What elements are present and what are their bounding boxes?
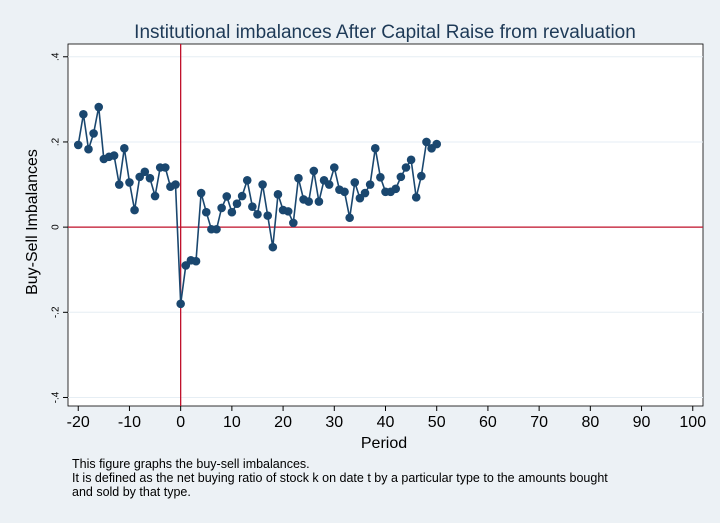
data-point	[273, 190, 283, 199]
data-point	[314, 197, 324, 206]
data-point	[73, 140, 83, 150]
y-axis-label: Buy-Sell Imbalances	[24, 149, 41, 295]
data-point	[171, 180, 180, 189]
data-point	[289, 218, 298, 228]
data-point	[370, 144, 380, 153]
x-tick-label: 70	[530, 414, 548, 431]
series	[73, 102, 442, 309]
plot-area	[67, 43, 704, 407]
chart-title: Institutional imbalances After Capital R…	[134, 22, 636, 43]
data-point	[401, 163, 411, 172]
x-tick-label: 90	[633, 414, 651, 431]
data-point	[196, 188, 206, 198]
y-tick-label: .2	[51, 137, 62, 146]
x-tick-label: 30	[325, 414, 343, 431]
data-point	[268, 242, 278, 252]
data-point	[212, 224, 221, 234]
y-tick-label: -.2	[51, 306, 62, 318]
caption-line: and sold by that type.	[72, 485, 191, 499]
data-point	[253, 210, 262, 219]
y-tick-label: -.4	[51, 391, 62, 403]
x-axis: -20 -10 0 10 20 30 40 50 60 70 80 90 100	[67, 406, 706, 431]
data-point	[263, 211, 273, 220]
data-point	[217, 203, 226, 213]
data-point	[145, 173, 155, 183]
data-point	[201, 207, 211, 217]
data-point	[222, 192, 232, 201]
data-point	[84, 144, 93, 154]
x-tick-label: 50	[428, 414, 446, 431]
data-point	[227, 207, 237, 217]
x-tick-label: 60	[479, 414, 497, 431]
data-point	[432, 139, 442, 149]
data-point	[120, 144, 129, 153]
data-point	[114, 180, 124, 189]
x-tick-label: -20	[67, 414, 90, 431]
data-point	[140, 167, 150, 177]
data-point	[304, 197, 313, 206]
data-point	[109, 151, 119, 160]
x-tick-label: 0	[176, 414, 185, 431]
x-axis-label: Period	[361, 435, 407, 452]
caption-line: This figure graphs the buy-sell imbalanc…	[72, 457, 310, 471]
data-point	[365, 180, 375, 189]
caption-line: It is defined as the net buying ratio of…	[72, 471, 608, 485]
data-point	[360, 188, 370, 198]
x-tick-label: 80	[581, 414, 599, 431]
data-point	[396, 172, 406, 182]
data-point	[237, 191, 247, 201]
data-point	[160, 163, 170, 172]
data-point	[89, 129, 98, 138]
y-tick-label: 0	[51, 224, 62, 230]
data-point	[345, 213, 354, 223]
data-point	[340, 187, 349, 197]
data-point	[324, 180, 334, 189]
reference-lines	[68, 44, 703, 406]
data-point	[283, 207, 293, 216]
chart: -.4 -.2 0 .2 .4 -20 -10 0 10 20 30 40 50 60 70 80 90 100…	[24, 22, 706, 452]
data-point	[294, 173, 303, 183]
x-tick-label: -10	[118, 414, 141, 431]
data-point	[376, 173, 385, 182]
data-point	[232, 199, 242, 209]
data-point	[191, 256, 201, 266]
data-point	[130, 205, 139, 215]
data-point	[242, 175, 252, 185]
data-point	[406, 155, 416, 165]
y-tick-label: .4	[51, 52, 62, 61]
data-point	[329, 163, 339, 172]
y-axis: -.4 -.2 0 .2 .4	[51, 52, 68, 403]
data-point	[417, 171, 426, 181]
x-tick-label: 100	[679, 414, 706, 431]
data-point	[309, 166, 319, 176]
data-point	[411, 193, 421, 202]
data-point	[248, 202, 257, 211]
data-point	[79, 109, 88, 119]
data-point	[176, 299, 185, 309]
x-tick-label: 10	[223, 414, 241, 431]
figure-caption: This figure graphs the buy-sell imbalanc…	[72, 457, 717, 499]
data-point	[125, 178, 134, 187]
x-tick-label: 40	[377, 414, 395, 431]
x-tick-label: 20	[274, 414, 292, 431]
data-point	[94, 102, 104, 112]
data-point	[391, 184, 401, 194]
data-point	[258, 180, 267, 189]
data-point	[150, 191, 160, 201]
data-point	[350, 178, 360, 187]
data-point	[422, 137, 431, 147]
